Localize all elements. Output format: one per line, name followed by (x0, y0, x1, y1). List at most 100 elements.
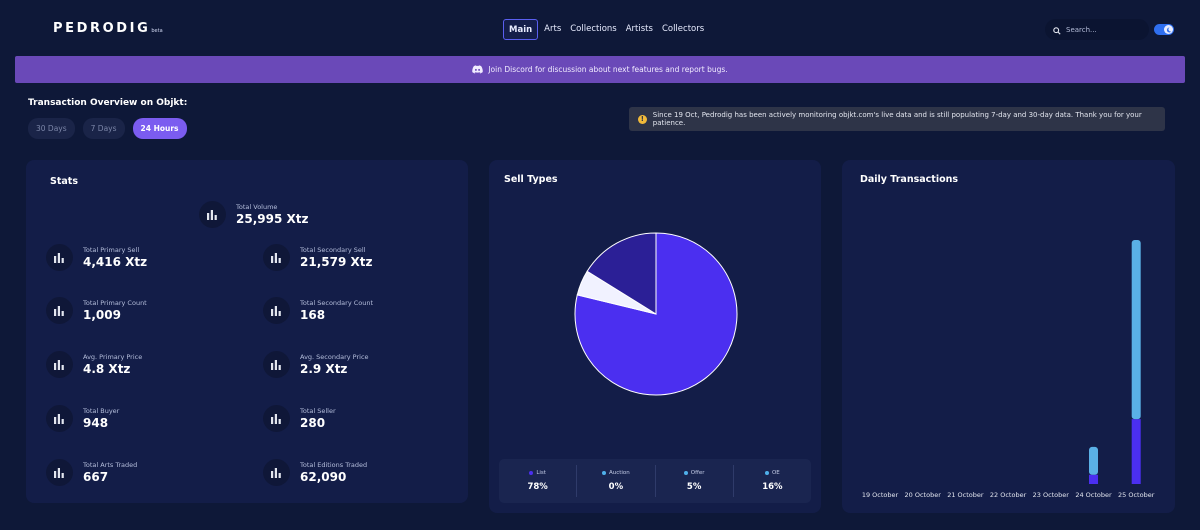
nav-artists[interactable]: Artists (625, 24, 653, 34)
discord-banner[interactable]: Join Discord for discussion about next f… (15, 56, 1185, 83)
banner-text: Join Discord for discussion about next f… (488, 65, 728, 74)
bar-chart-icon (199, 201, 226, 228)
bar-chart-icon (46, 297, 73, 324)
sell-types-card: Sell Types (489, 160, 821, 513)
bar-5-series-0[interactable] (1089, 474, 1098, 484)
search-box[interactable] (1045, 19, 1149, 40)
stat-secondary-sell: Total Secondary Sell 21,579 Xtz (263, 244, 372, 271)
legend-label: Auction (608, 470, 630, 476)
stat-label: Total Arts Traded (83, 461, 138, 469)
sell-types-legend: List 78% Auction 0% Offer 5% OE 16% (499, 459, 811, 503)
legend-dot (683, 471, 688, 475)
nav-collections[interactable]: Collections (570, 24, 617, 34)
stat-value: 4,416 Xtz (83, 255, 148, 269)
legend-value: 0% (608, 482, 624, 492)
stat-value: 21,579 Xtz (300, 255, 373, 269)
stat-value: 168 (300, 308, 326, 322)
legend-dot (529, 471, 534, 475)
bar-chart-icon (263, 244, 290, 271)
x-tick-label: 24 October (1075, 491, 1112, 499)
stat-value: 948 (83, 416, 109, 430)
stat-value: 1,009 (83, 308, 121, 322)
app-logo[interactable]: PEDRODIGbeta (53, 21, 163, 36)
search-input[interactable] (1066, 25, 1142, 34)
stat-avg-secondary-price: Avg. Secondary Price 2.9 Xtz (263, 351, 369, 378)
bar-chart-icon (46, 405, 73, 432)
stat-value: 4.8 Xtz (83, 362, 131, 376)
range-24-hours[interactable]: 24 Hours (132, 118, 187, 139)
bar-chart-icon (263, 459, 290, 486)
logo-text: PEDRODIG (53, 21, 151, 36)
stat-avg-primary-price: Avg. Primary Price 4.8 Xtz (46, 351, 142, 378)
pie-slice-oe[interactable] (586, 232, 657, 315)
x-tick-label: 21 October (947, 491, 984, 499)
bar-6-series-1[interactable] (1131, 240, 1141, 420)
stat-label: Total Primary Sell (83, 246, 140, 254)
stat-value: 667 (83, 470, 109, 484)
bar-chart-icon (46, 244, 73, 271)
legend-value: 16% (762, 482, 783, 492)
stat-label: Total Editions Traded (300, 461, 368, 469)
stat-total-buyer: Total Buyer 948 (46, 405, 119, 432)
stat-primary-sell: Total Primary Sell 4,416 Xtz (46, 244, 147, 271)
data-notice: ! Since 19 Oct, Pedrodig has been active… (629, 107, 1165, 131)
legend-label: Offer (690, 470, 705, 476)
legend-value: 5% (686, 482, 702, 492)
range-7-days[interactable]: 7 Days (82, 118, 125, 139)
nav-arts[interactable]: Arts (544, 24, 562, 34)
discord-icon (472, 65, 484, 74)
stat-total-seller: Total Seller 280 (263, 405, 336, 432)
stats-title: Stats (50, 176, 78, 187)
legend-oe: OE 16% (734, 465, 811, 497)
stat-label: Total Buyer (83, 407, 120, 415)
x-tick-label: 22 October (990, 491, 1027, 499)
legend-offer: Offer 5% (656, 465, 734, 497)
bar-chart-icon (46, 351, 73, 378)
bar-6-series-0[interactable] (1131, 419, 1141, 484)
legend-dot (764, 471, 769, 475)
bar-chart-icon (263, 351, 290, 378)
daily-transactions-bar-chart: 19 October 20 October 21 October 22 October… (862, 240, 1155, 499)
stat-total-arts-traded: Total Arts Traded 667 (46, 459, 137, 486)
theme-toggle[interactable] (1154, 24, 1174, 35)
search-icon (1053, 20, 1061, 39)
nav-main[interactable]: Main (503, 19, 539, 40)
range-30-days[interactable]: 30 Days (28, 118, 75, 139)
stat-label: Total Volume (236, 203, 278, 211)
moon-icon (1164, 25, 1173, 34)
x-tick-label: 20 October (905, 491, 942, 499)
legend-label: OE (771, 470, 780, 476)
x-tick-label: 25 October (1118, 491, 1155, 499)
stat-secondary-count: Total Secondary Count 168 (263, 297, 373, 324)
legend-dot (601, 471, 606, 475)
warning-icon: ! (638, 114, 647, 124)
daily-transactions-title: Daily Transactions (860, 174, 959, 185)
legend-auction: Auction 0% (577, 465, 656, 497)
stats-card: Stats Total Volume 25,995 Xtz Total Prima… (26, 160, 468, 503)
stat-label: Avg. Primary Price (83, 353, 143, 361)
nav-collectors[interactable]: Collectors (661, 24, 705, 34)
main-nav: Main Arts Collections Artists Collectors (503, 19, 709, 40)
stat-value: 25,995 Xtz (236, 212, 309, 226)
daily-transactions-card: Daily Transactions 19 October 20 October 2… (842, 160, 1175, 513)
stat-value: 280 (300, 416, 326, 430)
stat-label: Total Secondary Count (300, 299, 374, 307)
x-tick-label: 19 October (862, 491, 899, 499)
stat-label: Total Primary Count (83, 299, 147, 307)
beta-badge: beta (151, 28, 163, 34)
bar-chart-icon (46, 459, 73, 486)
stat-label: Avg. Secondary Price (300, 353, 369, 361)
overview-title: Transaction Overview on Objkt: (28, 98, 188, 108)
stat-label: Total Seller (300, 407, 336, 415)
bar-5-series-1[interactable] (1089, 446, 1098, 475)
notice-text: Since 19 Oct, Pedrodig has been actively… (652, 111, 1142, 127)
stat-value: 62,090 (300, 470, 347, 484)
sell-types-title: Sell Types (504, 174, 558, 185)
sell-types-pie-chart (574, 232, 738, 396)
stat-label: Total Secondary Sell (300, 246, 366, 254)
bar-chart-icon (263, 297, 290, 324)
legend-value: 78% (527, 482, 548, 492)
stat-total-editions-traded: Total Editions Traded 62,090 (263, 459, 367, 486)
range-tabs: 30 Days 7 Days 24 Hours (28, 118, 195, 139)
bar-chart-icon (263, 405, 290, 432)
